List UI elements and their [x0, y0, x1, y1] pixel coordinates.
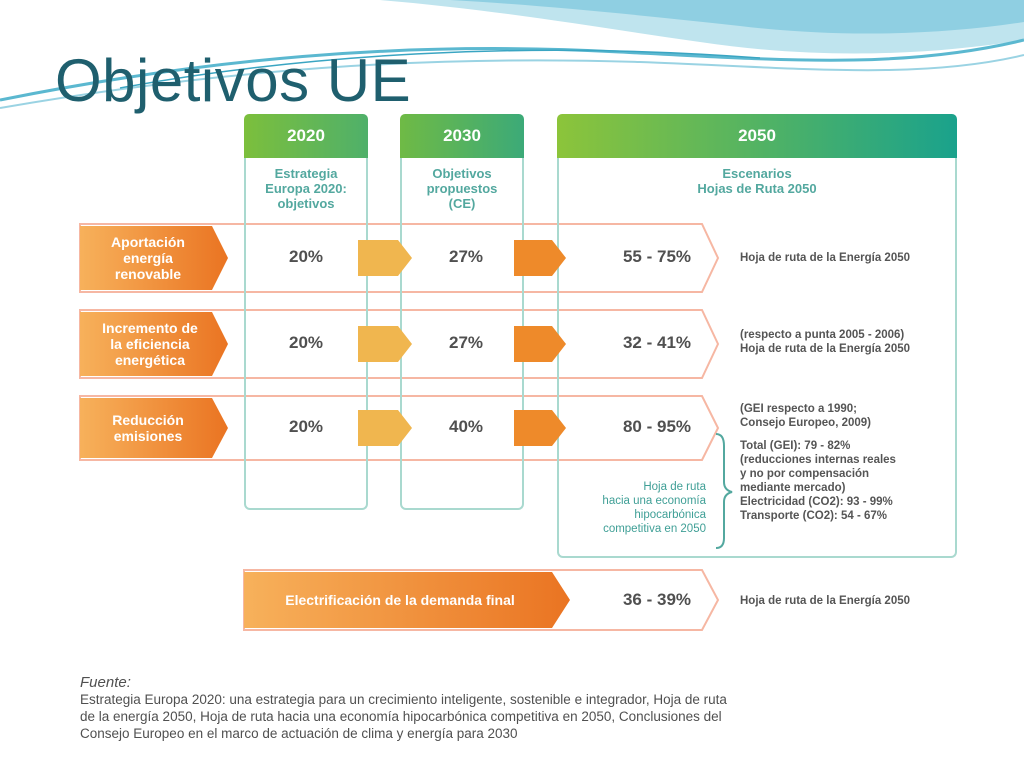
page-title: Objetivos UE	[55, 47, 412, 114]
desc-line: Hojas de Ruta 2050	[697, 181, 817, 196]
bracket	[715, 433, 733, 549]
electrification-value: 36 - 39%	[622, 590, 692, 609]
note-line: (respecto a punta 2005 - 2006)	[740, 329, 905, 341]
hoja-ruta-note: Hoja de ruta hacia una economía hipocarb…	[560, 480, 706, 536]
source-header: Fuente:	[80, 674, 131, 691]
column-header-2050: 2050	[557, 114, 957, 158]
objectives-diagram: 2020 2030 2050 Estrategia Europa 2020: o…	[52, 114, 978, 764]
value-renewable-2050: 55 - 75%	[622, 247, 692, 266]
note-efficiency: (respecto a punta 2005 - 2006) Hoja de r…	[740, 328, 910, 356]
label-line: energía	[123, 250, 173, 266]
source-note: Fuente: Estrategia Europa 2020: una estr…	[80, 674, 940, 742]
note-line: hacia una economía	[602, 495, 706, 507]
source-line: Estrategia Europa 2020: una estrategia p…	[80, 692, 727, 707]
desc-line: propuestos	[426, 181, 498, 196]
detail-line: Transporte (CO2): 54 - 67%	[740, 510, 887, 522]
desc-line: Europa 2020:	[265, 181, 347, 196]
column-year: 2050	[738, 126, 776, 145]
row-label-arrows	[80, 226, 570, 628]
row-label-emissions: Reducción emisiones	[80, 398, 216, 458]
label-line: energética	[114, 352, 186, 368]
detail-line: Electricidad (CO2): 93 - 99%	[740, 496, 893, 508]
value-emissions-2020: 20%	[288, 417, 324, 436]
electrification-label: Electrificación de la demanda final	[285, 592, 515, 608]
column-frame-2050	[557, 158, 957, 558]
label-line: la eficiencia	[110, 336, 190, 352]
value-efficiency-2020: 20%	[288, 333, 324, 352]
note-renewable: Hoja de ruta de la Energía 2050	[740, 251, 910, 265]
column-desc-2030: Objetivos propuestos (CE)	[400, 166, 524, 211]
label-line: Reducción	[112, 412, 184, 428]
value-efficiency-2050: 32 - 41%	[622, 333, 692, 352]
column-year: 2020	[287, 126, 325, 145]
source-line: Consejo Europeo en el marco de actuación…	[80, 726, 518, 741]
detail-line: y no por compensación	[740, 468, 870, 480]
column-year: 2030	[443, 126, 481, 145]
decorative-waves	[0, 0, 1024, 109]
desc-line: Objetivos	[432, 166, 492, 181]
label-line: Aportación	[111, 234, 185, 250]
column-header-2020: 2020	[244, 114, 368, 158]
detail-line: (reducciones internas reales	[740, 454, 896, 466]
note-line: Hoja de ruta de la Energía 2050	[740, 343, 911, 355]
row-label-renewable: Aportación energía renovable	[80, 226, 216, 290]
column-desc-2020: Estrategia Europa 2020: objetivos	[244, 166, 368, 211]
note-line: Hoja de ruta de la Energía 2050	[740, 252, 911, 264]
emissions-detail: Total (GEI): 79 - 82% (reducciones inter…	[740, 439, 896, 523]
detail-line: Total (GEI): 79 - 82%	[740, 440, 851, 452]
note-line: Hoja de ruta	[643, 481, 706, 493]
label-line: Incremento de	[102, 320, 198, 336]
note-line: (GEI respecto a 1990;	[740, 403, 857, 415]
source-line: de la energía 2050, Hoja de ruta hacia u…	[80, 709, 722, 724]
detail-line: mediante mercado)	[740, 482, 846, 494]
column-header-2030: 2030	[400, 114, 524, 158]
column-desc-2050: Escenarios Hojas de Ruta 2050	[557, 166, 957, 196]
value-emissions-2030: 40%	[448, 417, 484, 436]
row-label-efficiency: Incremento de la eficiencia energética	[80, 312, 220, 376]
value-renewable-2020: 20%	[288, 247, 324, 266]
label-line: emisiones	[113, 428, 183, 444]
desc-line: Estrategia	[274, 166, 338, 181]
note-line: Consejo Europeo, 2009)	[740, 417, 872, 429]
note-line: hipocarbónica	[634, 509, 706, 521]
value-renewable-2030: 27%	[448, 247, 484, 266]
value-emissions-2050: 80 - 95%	[622, 417, 692, 436]
desc-line: objetivos	[277, 196, 335, 211]
note-line: competitiva en 2050	[603, 523, 706, 535]
desc-line: Escenarios	[722, 166, 792, 181]
note-emissions: (GEI respecto a 1990; Consejo Europeo, 2…	[740, 402, 871, 430]
label-line: renovable	[114, 266, 182, 282]
value-efficiency-2030: 27%	[448, 333, 484, 352]
electrification-note: Hoja de ruta de la Energía 2050	[740, 595, 911, 607]
desc-line: (CE)	[448, 196, 476, 211]
